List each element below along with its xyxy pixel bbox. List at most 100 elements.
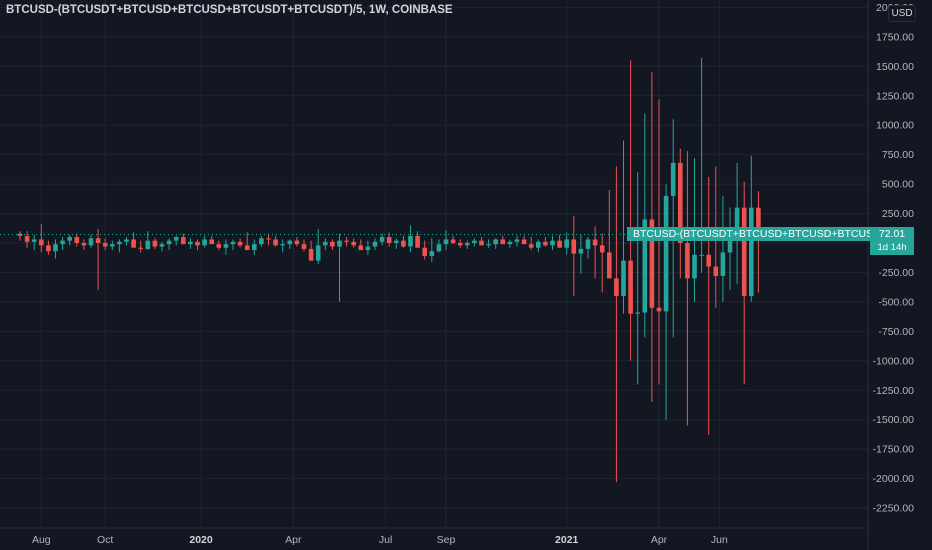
- price-tick-label: -750.00: [878, 326, 914, 338]
- candle-body: [372, 241, 378, 247]
- candle-body: [692, 254, 697, 279]
- candle: [436, 239, 442, 253]
- price-axis[interactable]: 2000.001750.001500.001250.001000.00750.0…: [873, 2, 915, 515]
- candle-body: [131, 239, 136, 248]
- candle-body: [294, 240, 300, 245]
- time-tick-label: Sep: [437, 534, 456, 546]
- candle-body: [252, 244, 257, 251]
- candle-body: [95, 238, 101, 243]
- candle-body: [670, 162, 676, 196]
- candle: [315, 228, 321, 265]
- candle: [67, 234, 72, 246]
- candle: [408, 225, 413, 253]
- candle-body: [720, 252, 726, 276]
- candle-body: [81, 243, 87, 246]
- currency-button[interactable]: USD: [888, 5, 916, 22]
- candle: [95, 228, 101, 291]
- candle: [259, 235, 264, 247]
- candle-body: [301, 244, 307, 249]
- candle-body: [209, 239, 214, 245]
- candle-body: [536, 241, 541, 248]
- candle-body: [124, 239, 129, 242]
- price-tick-label: -250.00: [878, 267, 914, 279]
- candle: [39, 224, 44, 253]
- candle-body: [507, 241, 513, 245]
- price-tick-label: -1500.00: [873, 414, 915, 426]
- candle: [599, 233, 605, 293]
- candle: [557, 234, 562, 248]
- candle: [337, 233, 342, 302]
- candle: [571, 215, 577, 297]
- candle-body: [663, 195, 669, 312]
- candle: [138, 240, 143, 253]
- candle-body: [181, 237, 186, 245]
- candle-body: [408, 235, 413, 247]
- candle-body: [351, 241, 356, 246]
- candle: [379, 233, 385, 246]
- candle: [351, 238, 356, 248]
- candle: [472, 238, 477, 247]
- candle: [578, 234, 584, 274]
- candle-body: [337, 240, 342, 247]
- candle-body: [31, 239, 37, 242]
- price-tick-label: -2000.00: [873, 473, 915, 485]
- candle: [358, 239, 364, 251]
- candle: [457, 239, 463, 248]
- candle: [678, 148, 683, 279]
- candle: [31, 234, 37, 251]
- candle: [173, 235, 179, 246]
- series-name-label[interactable]: BTCUSD-(BTCUSDT+BTCUSD+BTCUSD+BTCUSDT...: [627, 227, 879, 241]
- candle-body: [379, 237, 385, 242]
- chart-title[interactable]: BTCUSD-(BTCUSDT+BTCUSD+BTCUSD+BTCUSDT+BT…: [6, 4, 453, 16]
- candle-body: [386, 237, 392, 243]
- candle: [720, 195, 726, 302]
- candle: [124, 237, 129, 246]
- candle-body: [514, 239, 520, 242]
- candle: [110, 240, 115, 251]
- candle: [237, 238, 243, 248]
- candle-body: [756, 207, 761, 235]
- candle: [266, 233, 271, 246]
- candle-body: [323, 241, 328, 246]
- candle: [287, 239, 293, 249]
- candle-body: [621, 260, 626, 297]
- candle-body: [358, 245, 364, 251]
- candle-body: [479, 240, 484, 246]
- candle: [17, 231, 23, 241]
- candle: [614, 166, 619, 483]
- candle-body: [543, 241, 548, 246]
- candle-body: [244, 245, 250, 251]
- candle-body: [53, 244, 58, 252]
- candle: [685, 151, 690, 426]
- time-tick-label: Apr: [285, 534, 302, 546]
- grid-lines: [0, 0, 869, 550]
- candle-body: [166, 240, 172, 245]
- candle-body: [102, 243, 108, 247]
- candle: [422, 240, 427, 260]
- candle-body: [457, 243, 463, 246]
- price-tick-label: 500.00: [882, 179, 914, 191]
- time-axis[interactable]: Aug Oct 2020 Apr Jul Sep 2021 Apr Jun: [32, 534, 728, 546]
- candle-body: [550, 240, 555, 246]
- time-tick-label: 2020: [189, 534, 213, 546]
- candle-body: [195, 241, 200, 246]
- bar-countdown: 1d 14h: [877, 242, 907, 253]
- candle: [514, 235, 520, 247]
- candle-body: [60, 240, 65, 245]
- candle: [607, 189, 612, 279]
- candle-body: [344, 240, 349, 242]
- candle: [543, 237, 548, 247]
- candle: [308, 240, 314, 261]
- candle: [486, 239, 491, 248]
- candle-body: [749, 207, 754, 297]
- candle-body: [188, 241, 193, 245]
- candle-body: [308, 248, 314, 261]
- candle: [166, 238, 172, 251]
- candle-body: [599, 245, 605, 253]
- time-tick-label: Jul: [379, 534, 392, 546]
- candle: [372, 238, 378, 251]
- candle: [507, 239, 513, 248]
- candle-body: [230, 241, 236, 245]
